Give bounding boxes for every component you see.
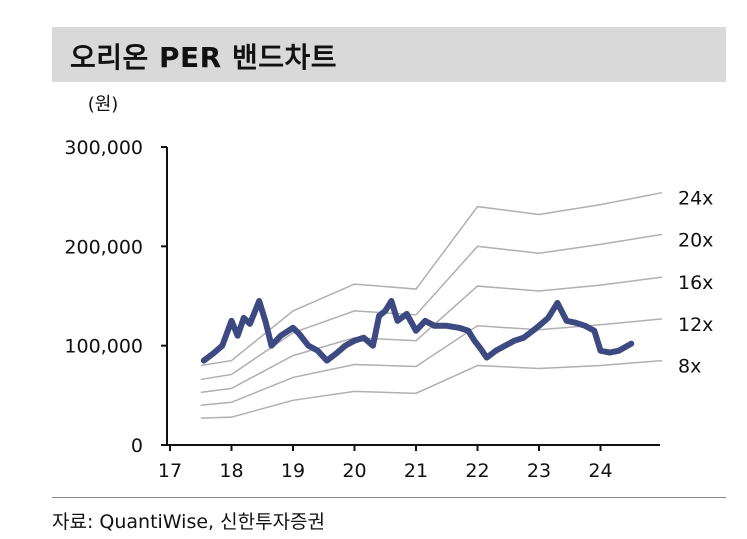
x-tick-label: 21 (404, 460, 428, 482)
y-tick-label: 200,000 (64, 236, 143, 258)
x-tick-label: 19 (281, 460, 305, 482)
y-tick-label: 100,000 (64, 336, 143, 358)
per-band-line-20x (200, 233, 663, 381)
band-label-8x: 8x (678, 356, 701, 378)
x-tick-label: 24 (588, 460, 612, 482)
x-tick-label: 18 (219, 460, 243, 482)
x-tick-label: 22 (465, 460, 489, 482)
stock-price-line (200, 297, 635, 364)
source-note: 자료: QuantiWise, 신한투자증권 (52, 511, 326, 533)
band-label-12x: 12x (678, 314, 713, 336)
x-tick-label: 20 (342, 460, 366, 482)
x-tick-label: 23 (527, 460, 551, 482)
band-label-20x: 20x (678, 229, 713, 251)
title-bar: 오리온 PER 밴드차트 (52, 27, 726, 82)
y-tick-label: 0 (131, 435, 143, 457)
band-label-24x: 24x (678, 188, 713, 210)
chart-title: 오리온 PER 밴드차트 (70, 41, 338, 74)
band-label-16x: 16x (678, 272, 713, 294)
y-tick-label: 300,000 (64, 137, 143, 159)
x-tick-label: 17 (158, 460, 182, 482)
per-band-line-24x (200, 191, 663, 367)
per-band-line-8x (200, 359, 663, 419)
y-unit-label: (원) (88, 94, 119, 115)
per-band-line-16x (200, 276, 663, 394)
footer-divider (52, 497, 726, 498)
